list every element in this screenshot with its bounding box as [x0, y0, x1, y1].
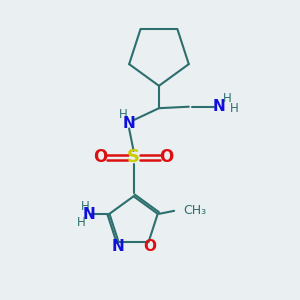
Text: H: H	[223, 92, 232, 105]
Text: H: H	[81, 200, 90, 213]
Text: N: N	[82, 207, 95, 222]
Text: O: O	[159, 148, 173, 166]
Text: S: S	[127, 148, 140, 166]
Text: N: N	[112, 239, 124, 254]
Text: H: H	[230, 102, 239, 115]
Text: N: N	[213, 99, 226, 114]
Text: H: H	[77, 216, 85, 229]
Text: N: N	[123, 116, 136, 130]
Text: O: O	[143, 239, 157, 254]
Text: O: O	[94, 148, 108, 166]
Text: H: H	[119, 108, 128, 121]
Text: CH₃: CH₃	[183, 204, 206, 217]
